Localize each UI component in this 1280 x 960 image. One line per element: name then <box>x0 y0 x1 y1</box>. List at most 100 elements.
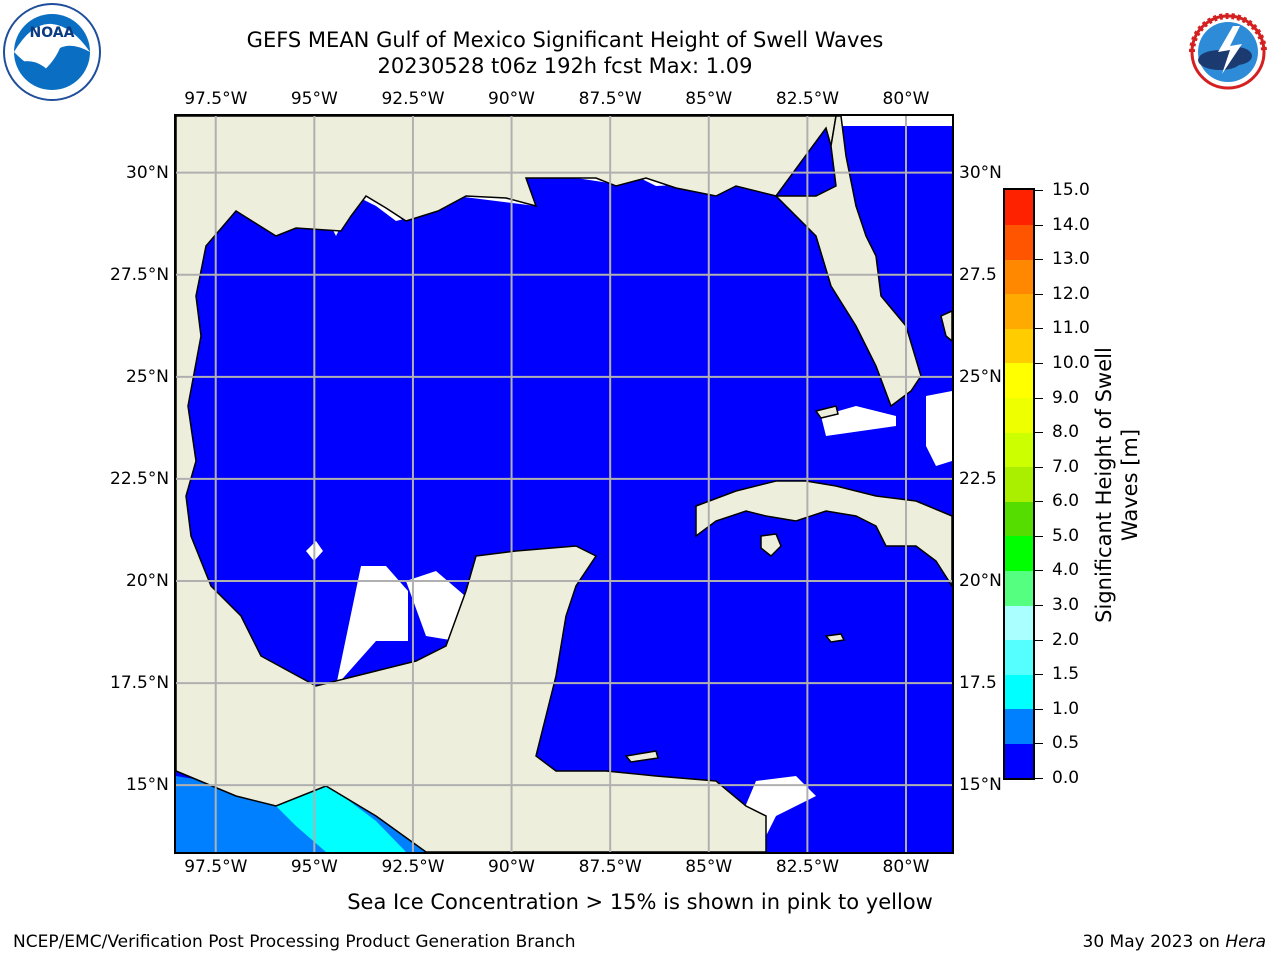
colorbar-tick-mark <box>1035 224 1043 226</box>
colorbar-tick-label: 5.0 <box>1052 525 1080 546</box>
lon-tick-label-bottom: 90°W <box>488 857 535 877</box>
colorbar-tick-label: 14.0 <box>1052 214 1090 235</box>
lat-tick-label-right: 20°N <box>959 571 1002 591</box>
colorbar-tick-label: 8.0 <box>1052 422 1080 443</box>
colorbar-tick-mark <box>1035 362 1043 364</box>
colorbar-tick-mark <box>1035 328 1043 330</box>
lat-tick-label-right: 17.5 <box>959 673 997 694</box>
colorbar-segment <box>1005 674 1033 710</box>
lat-tick-label-left: 15°N <box>126 775 169 796</box>
colorbar-segment <box>1005 259 1033 295</box>
gulf-of-mexico-map <box>176 116 952 852</box>
lon-tick-label-top: 95°W <box>290 89 338 109</box>
colorbar <box>1003 188 1035 780</box>
colorbar-tick-mark <box>1035 778 1043 779</box>
lat-tick-label-left: 22.5°N <box>110 468 170 489</box>
land-masses <box>176 116 952 852</box>
lon-tick-label-bottom: 95°W <box>290 857 338 877</box>
colorbar-tick-label: 12.0 <box>1052 283 1090 304</box>
nws-logo <box>1180 4 1276 100</box>
colorbar-segment <box>1005 397 1033 433</box>
lat-tick-label-right: 30°N <box>959 162 1002 183</box>
lon-tick-label-bottom: 92.5°W <box>381 857 445 877</box>
map-frame <box>174 114 954 854</box>
colorbar-tick-label: 4.0 <box>1052 560 1080 581</box>
colorbar-segment <box>1005 535 1033 571</box>
lat-tick-label-right: 22.5 <box>959 468 997 489</box>
colorbar-segment <box>1005 743 1033 778</box>
colorbar-tick-mark <box>1035 293 1043 295</box>
colorbar-label: Significant Height of Swell Waves [m] <box>1091 275 1143 695</box>
colorbar-tick-mark <box>1035 570 1043 572</box>
colorbar-segment <box>1005 293 1033 329</box>
colorbar-segment <box>1005 639 1033 675</box>
lon-tick-label-top: 85°W <box>685 89 733 109</box>
colorbar-segment <box>1005 190 1033 226</box>
colorbar-tick-label: 0.5 <box>1052 733 1080 754</box>
lat-tick-label-right: 15°N <box>959 775 1002 796</box>
lat-tick-label-left: 30°N <box>126 162 169 183</box>
colorbar-tick-label: 1.0 <box>1052 698 1080 719</box>
colorbar-segment <box>1005 605 1033 641</box>
colorbar-segment <box>1005 432 1033 468</box>
colorbar-tick-label: 6.0 <box>1052 491 1080 512</box>
lon-tick-label-top: 82.5°W <box>775 89 840 109</box>
colorbar-tick-label: 1.5 <box>1052 664 1080 685</box>
chart-title: GEFS MEAN Gulf of Mexico Significant Hei… <box>246 28 884 52</box>
lon-tick-label-bottom: 82.5°W <box>775 857 840 877</box>
date-text: 30 May 2023 on <box>1082 932 1226 952</box>
sea-ice-note: Sea Ice Concentration > 15% is shown in … <box>347 890 933 914</box>
lon-tick-label-bottom: 97.5°W <box>184 857 248 877</box>
colorbar-tick-mark <box>1035 397 1043 399</box>
gridlines <box>176 116 952 852</box>
colorbar-tick-label: 13.0 <box>1052 249 1090 270</box>
lon-tick-label-bottom: 85°W <box>685 857 733 877</box>
colorbar-tick-mark <box>1035 535 1043 537</box>
colorbar-tick-mark <box>1035 605 1043 607</box>
lon-tick-label-top: 80°W <box>882 89 930 109</box>
colorbar-tick-mark <box>1035 432 1043 434</box>
colorbar-segment <box>1005 224 1033 260</box>
chart-subtitle: 20230528 t06z 192h fcst Max: 1.09 <box>377 54 753 78</box>
colorbar-tick-mark <box>1035 501 1043 503</box>
colorbar-segment <box>1005 708 1033 744</box>
colorbar-tick-mark <box>1035 190 1043 191</box>
colorbar-tick-label: 0.0 <box>1052 768 1080 788</box>
colorbar-tick-label: 3.0 <box>1052 595 1080 616</box>
colorbar-segment <box>1005 466 1033 502</box>
colorbar-tick-mark <box>1035 743 1043 745</box>
colorbar-tick-label: 7.0 <box>1052 456 1080 477</box>
colorbar-tick-label: 9.0 <box>1052 387 1080 408</box>
credit-line: NCEP/EMC/Verification Post Processing Pr… <box>13 932 576 952</box>
lon-tick-label-top: 90°W <box>488 89 535 109</box>
colorbar-tick-label: 10.0 <box>1052 352 1090 373</box>
colorbar-label-line1: Significant Height of Swell <box>1092 347 1116 623</box>
date-stamp: 30 May 2023 on Hera <box>1083 932 1267 952</box>
colorbar-tick-label: 11.0 <box>1052 318 1090 339</box>
colorbar-label-line2: Waves [m] <box>1118 428 1142 542</box>
colorbar-tick-mark <box>1035 259 1043 261</box>
noaa-logo-text: NOAA <box>30 25 75 41</box>
lat-tick-label-left: 25°N <box>126 366 169 387</box>
colorbar-segment <box>1005 328 1033 364</box>
colorbar-segment <box>1005 501 1033 537</box>
colorbar-tick-mark <box>1035 674 1043 676</box>
lon-tick-label-bottom: 87.5°W <box>578 857 642 877</box>
colorbar-tick-label: 2.0 <box>1052 629 1080 650</box>
lon-tick-label-bottom: 80°W <box>882 857 930 877</box>
colorbar-tick-label: 15.0 <box>1052 180 1090 200</box>
lat-tick-label-right: 27.5 <box>959 264 997 285</box>
lat-tick-label-left: 17.5°N <box>110 673 170 694</box>
colorbar-tick-mark <box>1035 708 1043 710</box>
colorbar-segment <box>1005 570 1033 606</box>
lon-tick-label-top: 92.5°W <box>381 89 445 109</box>
colorbar-tick-mark <box>1035 466 1043 468</box>
lat-tick-label-left: 20°N <box>126 571 169 591</box>
lon-tick-label-top: 97.5°W <box>184 89 248 109</box>
colorbar-segment <box>1005 362 1033 399</box>
machine-name: Hera <box>1225 932 1266 952</box>
lat-tick-label-right: 25°N <box>959 366 1002 387</box>
colorbar-tick-mark <box>1035 639 1043 641</box>
lat-tick-label-left: 27.5°N <box>110 264 170 285</box>
noaa-logo: NOAA <box>3 3 101 101</box>
